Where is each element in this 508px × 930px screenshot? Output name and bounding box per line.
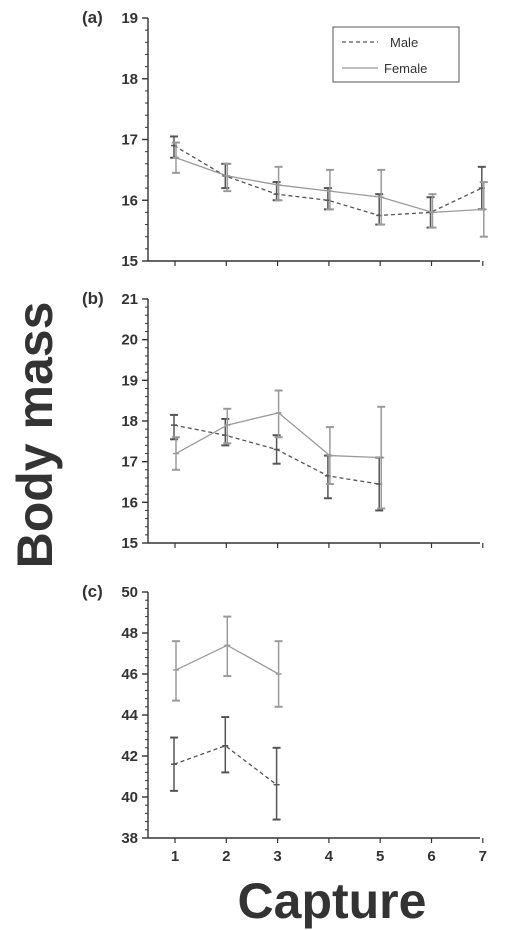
y-tick-label: 16	[121, 192, 138, 209]
x-tick-label: 5	[376, 848, 384, 865]
y-tick-label: 50	[121, 584, 138, 601]
y-tick-label: 40	[121, 789, 138, 806]
x-tick-labels: 1 2 3 4 5 6 7	[171, 848, 487, 865]
x-tick-label: 2	[222, 848, 230, 865]
panel-label: (a)	[82, 8, 103, 27]
x-tick-label: 1	[171, 848, 179, 865]
legend-label: Female	[384, 61, 427, 76]
legend-label: Male	[390, 35, 418, 50]
y-tick-label: 42	[121, 748, 138, 765]
y-axis-label: Body mass	[7, 302, 63, 569]
y-tick-label: 38	[121, 830, 138, 847]
legend: Male Female	[332, 26, 460, 83]
y-tick-label: 17	[121, 132, 138, 149]
y-tick-label: 19	[121, 372, 138, 389]
panel-3: 38 40 42 44 46 48 50 (c)	[82, 582, 484, 847]
y-tick-label: 19	[121, 10, 138, 27]
panel-label: (c)	[82, 582, 103, 601]
x-tick-label: 7	[479, 848, 487, 865]
x-tick-label: 4	[325, 848, 334, 865]
x-tick-label: 6	[427, 848, 435, 865]
y-tick-label: 15	[121, 535, 138, 552]
panel-label: (b)	[82, 289, 104, 308]
y-tick-label: 18	[121, 71, 138, 88]
y-tick-label: 44	[121, 707, 138, 724]
y-tick-label: 15	[121, 253, 138, 270]
y-tick-label: 16	[121, 494, 138, 511]
x-axis-label: Capture	[238, 873, 427, 929]
x-tick-label: 3	[273, 848, 281, 865]
panel-2: 15 16 17 18 19 20 21 (b)	[82, 289, 484, 552]
y-tick-label: 48	[121, 625, 138, 642]
panel-1: 15 16 17 18 19 (a) Male Female	[82, 8, 488, 270]
y-tick-label: 17	[121, 454, 138, 471]
y-tick-label: 18	[121, 413, 138, 430]
y-tick-label: 20	[121, 332, 138, 349]
y-tick-label: 46	[121, 666, 138, 683]
legend-box	[332, 26, 460, 83]
y-tick-label: 21	[121, 291, 138, 308]
